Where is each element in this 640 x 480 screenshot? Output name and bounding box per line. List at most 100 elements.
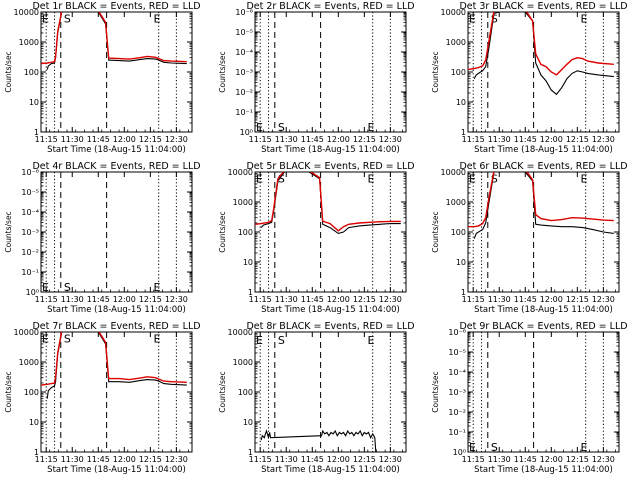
y-axis-label: Counts/sec (4, 371, 13, 412)
y-tick-label: 10⁻¹ (21, 268, 39, 277)
marker-label: E (580, 173, 587, 186)
y-tick-label: 1000 (446, 38, 466, 47)
x-tick-label: 11:30 (61, 135, 84, 144)
x-tick-label: 11:45 (87, 135, 110, 144)
x-tick-label: 12:15 (353, 135, 376, 144)
x-tick-label: 12:30 (379, 135, 402, 144)
x-tick-label: 11:15 (249, 135, 272, 144)
panel-det-9: Det 9r BLACK = Events, RED = LLD 10⁰ 10⁻¹ 1… (431, 321, 628, 475)
x-tick-label: 11:45 (87, 455, 110, 464)
marker-label: S (278, 121, 285, 134)
marker-label: E (42, 13, 49, 26)
x-tick-label: 12:00 (113, 135, 136, 144)
y-axis-label: Counts/sec (4, 51, 13, 92)
marker-label: S (64, 333, 71, 346)
y-tick-label: 10000 (14, 8, 39, 17)
y-tick-label: 100 (451, 68, 466, 77)
marker-label: E (469, 173, 476, 186)
marker-label: E (580, 441, 587, 454)
marker-label: E (367, 121, 374, 134)
y-tick-label: 10⁻⁴ (448, 368, 466, 377)
x-tick-label: 11:45 (87, 295, 110, 304)
y-axis-label: Counts/sec (431, 211, 440, 252)
x-tick-label: 11:45 (301, 295, 324, 304)
y-tick-label: 1000 (19, 358, 39, 367)
x-tick-label: 11:30 (488, 295, 511, 304)
x-tick-label: 11:30 (488, 455, 511, 464)
x-tick-label: 11:15 (462, 455, 485, 464)
plot-frame (40, 11, 193, 133)
x-tick-label: 12:30 (379, 295, 402, 304)
marker-label: E (153, 281, 160, 294)
panel-det-8: Det 8r BLACK = Events, RED = LLD 1 10 100 10… (218, 321, 415, 475)
x-tick-label: 11:15 (35, 295, 58, 304)
x-tick-label: 11:15 (462, 295, 485, 304)
y-tick-label: 1 (461, 288, 466, 297)
x-tick-label: 12:15 (566, 455, 589, 464)
marker-label: S (278, 334, 285, 347)
marker-label: E (580, 13, 587, 26)
y-tick-label: 1 (34, 128, 39, 137)
x-tick-label: 12:00 (113, 295, 136, 304)
y-tick-label: 10⁻³ (21, 228, 39, 237)
x-tick-label: 11:45 (301, 135, 324, 144)
series-lld-line (41, 332, 187, 386)
y-tick-label: 10⁻⁴ (21, 208, 39, 217)
series-lld-line (255, 172, 401, 232)
x-tick-label: 12:00 (327, 455, 350, 464)
marker-label: E (42, 281, 49, 294)
y-tick-label: 10⁻⁶ (235, 8, 253, 17)
plot-frame (40, 171, 193, 293)
x-tick-label: 12:15 (139, 135, 162, 144)
x-tick-label: 11:15 (35, 455, 58, 464)
x-tick-label: 12:00 (113, 455, 136, 464)
panel-title: Det 6r BLACK = Events, RED = LLD (459, 161, 627, 172)
marker-label: E (42, 333, 49, 346)
x-tick-label: 12:00 (327, 135, 350, 144)
y-tick-label: 10000 (228, 168, 253, 177)
marker-label: E (256, 121, 263, 134)
y-tick-label: 10⁻⁶ (21, 168, 39, 177)
x-tick-label: 11:30 (488, 135, 511, 144)
plot-frame (254, 11, 407, 133)
y-tick-label: 10⁻² (235, 88, 253, 97)
y-tick-label: 10000 (441, 8, 466, 17)
y-tick-label: 1 (461, 128, 466, 137)
x-axis-label: Start Time (18-Aug-15 11:04:00) (261, 145, 400, 155)
x-tick-label: 12:15 (353, 455, 376, 464)
y-axis-label: Counts/sec (218, 211, 227, 252)
y-tick-label: 10⁻⁴ (235, 48, 253, 57)
x-tick-label: 12:15 (139, 455, 162, 464)
y-tick-label: 100 (451, 228, 466, 237)
y-tick-label: 10 (243, 258, 253, 267)
y-axis-label: Counts/sec (218, 371, 227, 412)
y-tick-label: 10⁻⁶ (448, 328, 466, 337)
y-tick-label: 10⁻⁵ (235, 28, 253, 37)
plot-frame (467, 331, 620, 453)
x-axis-label: Start Time (18-Aug-15 11:04:00) (47, 305, 186, 315)
panel-title: Det 3r BLACK = Events, RED = LLD (459, 1, 627, 12)
x-tick-label: 11:45 (514, 295, 537, 304)
marker-label: S (278, 173, 285, 186)
marker-label: S (491, 173, 498, 186)
x-axis-label: Start Time (18-Aug-15 11:04:00) (261, 305, 400, 315)
y-axis-label: Counts/sec (218, 51, 227, 92)
panel-title: Det 9r BLACK = Events, RED = LLD (459, 321, 627, 332)
x-tick-label: 12:30 (379, 455, 402, 464)
y-tick-label: 1000 (233, 198, 253, 207)
y-tick-label: 1000 (19, 38, 39, 47)
panel-title: Det 2r BLACK = Events, RED = LLD (246, 1, 414, 12)
x-tick-label: 12:30 (165, 295, 188, 304)
x-tick-label: 12:15 (353, 295, 376, 304)
panel-det-3: Det 3r BLACK = Events, RED = LLD 1 10 100 10… (431, 1, 628, 155)
panel-det-2: Det 2r BLACK = Events, RED = LLD 10⁰ 10⁻¹ 1… (218, 1, 415, 155)
y-tick-label: 10000 (228, 328, 253, 337)
panel-det-7: Det 7r BLACK = Events, RED = LLD 1 10 100 10… (4, 321, 201, 475)
x-axis-label: Start Time (18-Aug-15 11:04:00) (474, 145, 613, 155)
y-tick-label: 1 (248, 448, 253, 457)
x-tick-label: 12:00 (540, 455, 563, 464)
panel-title: Det 7r BLACK = Events, RED = LLD (32, 321, 200, 332)
y-tick-label: 10⁻² (448, 408, 466, 417)
x-tick-label: 12:15 (139, 295, 162, 304)
y-tick-label: 1000 (233, 358, 253, 367)
